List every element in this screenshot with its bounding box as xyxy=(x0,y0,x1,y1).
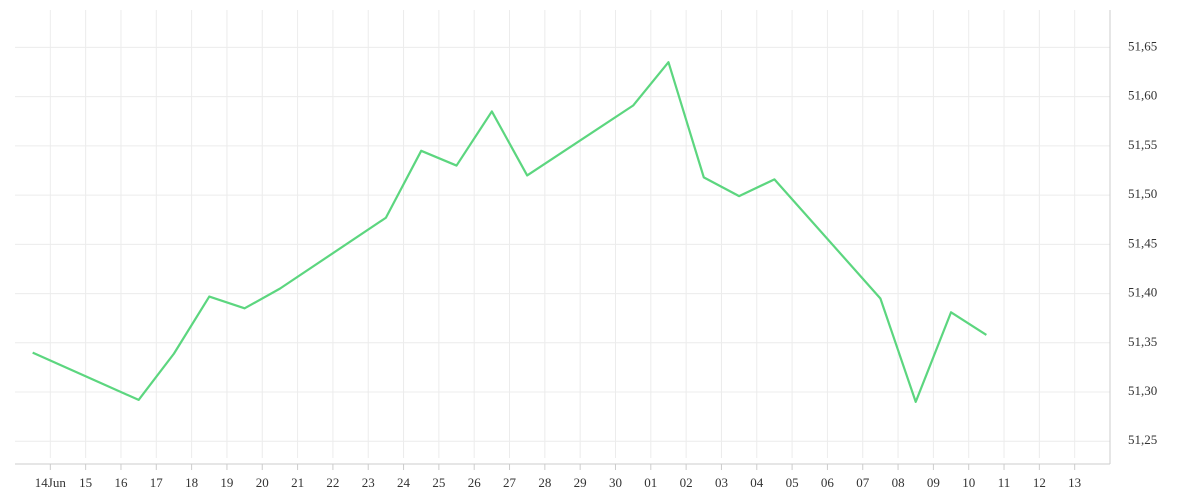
x-tick-label: 01 xyxy=(644,475,657,490)
y-tick-label: 51,65 xyxy=(1128,38,1157,53)
x-tick-label: 18 xyxy=(185,475,198,490)
x-tick-label: 12 xyxy=(1033,475,1046,490)
x-tick-label: 04 xyxy=(750,475,764,490)
x-tick-label: 08 xyxy=(892,475,905,490)
y-tick-label: 51,50 xyxy=(1128,186,1157,201)
y-tick-label: 51,35 xyxy=(1128,334,1157,349)
x-tick-label: 27 xyxy=(503,475,517,490)
y-tick-label: 51,40 xyxy=(1128,285,1157,300)
x-tick-label: 19 xyxy=(220,475,233,490)
y-tick-label: 51,25 xyxy=(1128,432,1157,447)
x-tick-label: 17 xyxy=(150,475,164,490)
x-tick-label: 21 xyxy=(291,475,304,490)
x-tick-label: 24 xyxy=(397,475,411,490)
x-tick-label: 16 xyxy=(114,475,128,490)
x-tick-label: 13 xyxy=(1068,475,1081,490)
y-tick-label: 51,55 xyxy=(1128,137,1157,152)
x-tick-label: 15 xyxy=(79,475,92,490)
line-series xyxy=(32,61,987,403)
x-tick-label: 07 xyxy=(856,475,870,490)
x-tick-label: 06 xyxy=(821,475,835,490)
x-tick-label: 02 xyxy=(680,475,693,490)
x-tick-label: 29 xyxy=(574,475,587,490)
y-tick-label: 51,30 xyxy=(1128,383,1157,398)
x-tick-label: 11 xyxy=(998,475,1011,490)
x-tick-label: 23 xyxy=(362,475,375,490)
x-tick-label: 25 xyxy=(432,475,445,490)
x-tick-label: 05 xyxy=(786,475,799,490)
x-tick-label: 30 xyxy=(609,475,622,490)
x-tick-label: 28 xyxy=(538,475,551,490)
y-tick-label: 51,60 xyxy=(1128,88,1157,103)
x-tick-label: 09 xyxy=(927,475,940,490)
x-tick-label: 14Jun xyxy=(35,475,67,490)
x-tick-label: 20 xyxy=(256,475,269,490)
x-tick-label: 10 xyxy=(962,475,975,490)
x-tick-label: 03 xyxy=(715,475,728,490)
x-tick-label: 26 xyxy=(468,475,482,490)
y-tick-label: 51,45 xyxy=(1128,235,1157,250)
x-tick-label: 22 xyxy=(326,475,339,490)
